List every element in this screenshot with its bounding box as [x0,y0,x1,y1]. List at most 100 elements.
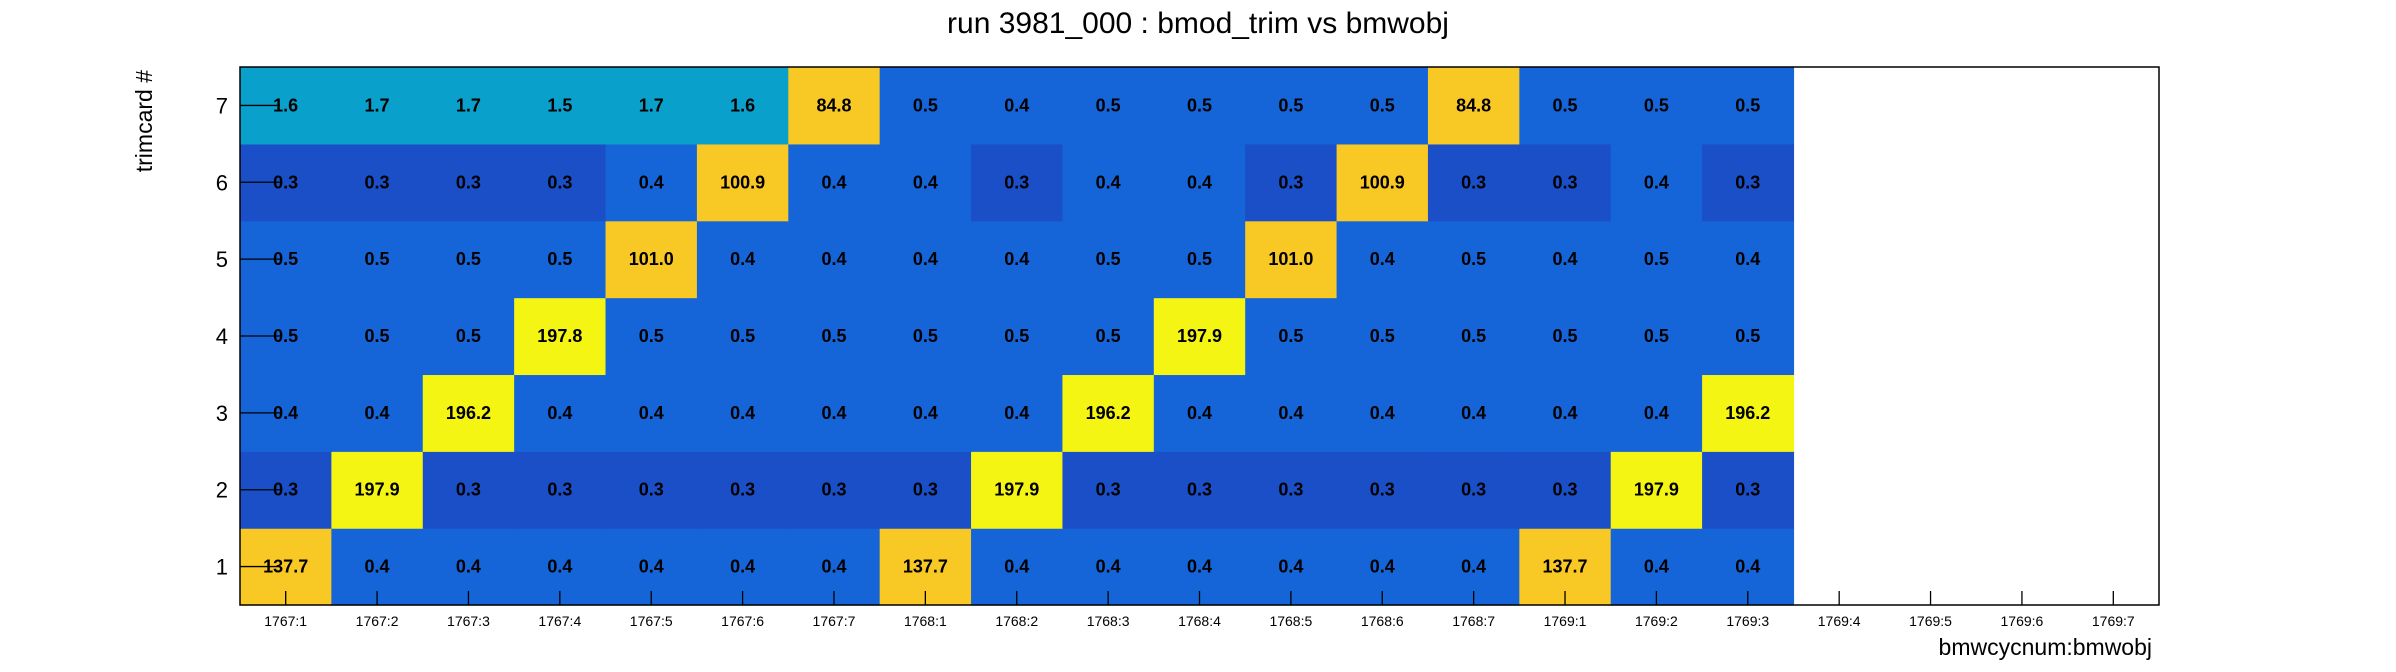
heatmap-cell [1519,451,1612,529]
cell-value-label: 197.9 [994,480,1039,500]
cell-value-label: 0.4 [1735,249,1760,269]
heatmap-cell [331,143,424,222]
heatmap-cell [1245,451,1338,529]
heatmap-cell [879,451,972,529]
cell-value-label: 0.5 [1644,326,1669,346]
x-tick-label: 1768:6 [1361,613,1404,629]
cell-value-label: 0.5 [913,95,938,115]
cell-value-label: 0.5 [273,326,298,346]
cell-value-label: 0.5 [1187,95,1212,115]
x-tick-label: 1769:3 [1726,613,1769,629]
cell-value-label: 0.3 [273,172,298,192]
heatmap-cell [1519,220,1612,299]
heatmap-cell [331,297,424,376]
cell-value-label: 0.5 [1096,326,1121,346]
cell-value-label: 0.4 [1004,557,1029,577]
x-tick-label: 1769:5 [1909,613,1952,629]
cell-value-label: 0.4 [1096,557,1121,577]
heatmap-cell [1336,220,1429,299]
heatmap-cell [696,67,789,145]
heatmap-cell [1610,143,1703,222]
heatmap-cell [696,374,789,452]
heatmap-cell [1245,67,1338,145]
x-tick-label: 1769:6 [2001,613,2044,629]
heatmap-cell [1702,374,1795,452]
heatmap-cell [1153,451,1246,529]
cell-value-label: 0.5 [1461,326,1486,346]
heatmap-cell [879,220,972,299]
x-tick-label: 1767:7 [813,613,856,629]
cell-value-label: 0.5 [1644,95,1669,115]
cell-value-label: 0.4 [547,403,572,423]
cell-value-label: 0.5 [1735,95,1760,115]
y-tick-label: 1 [216,555,228,580]
cell-value-label: 196.2 [1725,403,1770,423]
chart-title: run 3981_000 : bmod_trim vs bmwobj [947,7,1449,40]
x-tick-label: 1767:5 [630,613,673,629]
cell-value-label: 0.4 [730,557,755,577]
cell-value-label: 197.9 [1177,326,1222,346]
heatmap-cell [1336,67,1429,145]
heatmap-cell [971,297,1064,376]
heatmap-cell [971,220,1064,299]
heatmap-cell [971,451,1064,529]
heatmap-cell [1519,374,1612,452]
heatmap-cell [1336,451,1429,529]
cell-value-label: 0.4 [821,249,846,269]
heatmap-cell [605,67,698,145]
cell-value-label: 0.4 [730,403,755,423]
cell-value-label: 0.4 [456,557,481,577]
cell-value-label: 1.6 [273,95,298,115]
cell-value-label: 0.4 [913,403,938,423]
cell-value-label: 101.0 [1268,249,1313,269]
cell-value-label: 0.5 [1461,249,1486,269]
cell-value-label: 0.5 [1553,95,1578,115]
cell-value-label: 0.5 [821,326,846,346]
cell-value-label: 100.9 [1360,172,1405,192]
cell-value-label: 1.5 [547,95,572,115]
cell-value-label: 0.5 [913,326,938,346]
cell-value-label: 0.4 [1187,403,1212,423]
cell-value-label: 0.5 [273,249,298,269]
cell-value-label: 0.4 [1004,95,1029,115]
cell-value-label: 0.4 [1004,249,1029,269]
cell-value-label: 0.5 [365,249,390,269]
heatmap-cell [605,297,698,376]
cell-value-label: 0.4 [821,403,846,423]
heatmap-cell [788,374,881,452]
cell-value-label: 0.5 [1187,249,1212,269]
cell-value-label: 0.4 [1187,557,1212,577]
heatmap-cell [1245,220,1338,299]
x-tick-label: 1769:1 [1544,613,1587,629]
cell-value-label: 0.3 [1278,172,1303,192]
cell-value-label: 0.3 [273,480,298,500]
y-tick-label: 2 [216,478,228,503]
cell-value-label: 0.5 [456,326,481,346]
cell-value-label: 0.5 [1735,326,1760,346]
cell-value-label: 0.5 [1553,326,1578,346]
cell-value-label: 0.3 [1187,480,1212,500]
heatmap-cell [696,143,789,222]
cell-value-label: 1.6 [730,95,755,115]
heatmap-cell [1702,297,1795,376]
cell-labels: 137.7 0.4 0.4 0.4 0.4 0.4 0.4 137.7 0.4 0.4 0.4 0.4… [263,95,1770,576]
x-tick-label: 1768:2 [995,613,1038,629]
heatmap-cell [971,143,1064,222]
heatmap-cell [696,451,789,529]
cell-value-label: 0.4 [1278,557,1303,577]
cell-value-label: 0.4 [639,172,664,192]
x-tick-label: 1767:3 [447,613,490,629]
cell-value-label: 0.3 [456,480,481,500]
heatmap-cell [1245,297,1338,376]
heatmap-cell [514,374,607,452]
x-tick-label: 1768:1 [904,613,947,629]
cell-value-label: 0.4 [1644,557,1669,577]
cell-value-label: 0.5 [456,249,481,269]
cell-value-label: 0.3 [1278,480,1303,500]
cell-value-label: 0.4 [1461,557,1486,577]
heatmap-cell [514,220,607,299]
cell-value-label: 196.2 [446,403,491,423]
y-tick-label: 5 [216,247,228,272]
y-tick-label: 7 [216,93,228,118]
x-tick-label: 1768:3 [1087,613,1130,629]
